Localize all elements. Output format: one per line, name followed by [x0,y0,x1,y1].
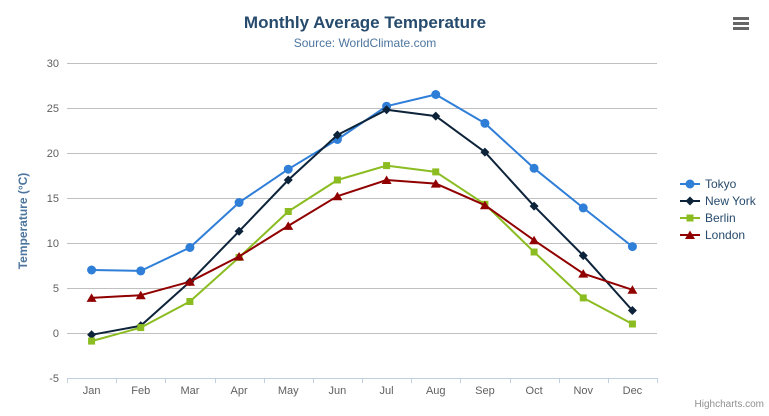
data-point-london-aug [430,179,441,188]
hamburger-icon [733,26,749,30]
data-point-tokyo-jan [87,265,97,275]
data-point-new-york-may [283,175,293,185]
x-axis-label-may: May [278,385,299,397]
london-legend-marker [680,230,700,239]
series-london[interactable] [86,175,638,302]
data-point-london-oct [529,235,540,245]
x-axis-label-jan: Jan [83,385,101,397]
legend-item-tokyo[interactable]: Tokyo [680,175,756,192]
y-axis-label-5: 5 [53,283,59,295]
data-point-berlin-oct [530,248,538,256]
data-point-berlin-nov [579,294,587,302]
y-axis-label-20: 20 [47,148,59,160]
tokyo-legend-marker [680,179,700,188]
series-line-tokyo [91,93,634,272]
x-axis-label-mar: Mar [180,385,199,397]
y-axis-label-30: 30 [47,58,59,70]
x-axis-label-jul: Jul [380,385,394,397]
data-point-new-york-jan [87,330,97,340]
y-gridlines [67,63,657,379]
series-line-london [91,179,633,299]
x-axis-label-oct: Oct [526,385,543,397]
data-point-london-dec [627,285,638,294]
data-point-tokyo-may [283,164,293,174]
data-point-berlin-may [284,208,292,215]
x-axis-label-nov: Nov [573,385,593,397]
data-point-london-sep [479,200,490,210]
data-point-berlin-jul [383,162,391,170]
x-axis-label-dec: Dec [623,385,643,397]
chart-title: Monthly Average Temperature [243,13,487,32]
new-york-legend-marker [680,196,700,205]
data-point-new-york-sep [480,147,490,157]
hamburger-icon [733,21,749,25]
legend-item-berlin[interactable]: Berlin [680,209,756,226]
data-point-new-york-apr [234,226,244,236]
x-axis-label-sep: Sep [475,385,495,397]
new-york-legend-marker-glyph [685,196,695,205]
data-point-new-york-nov [578,251,588,261]
data-point-new-york-aug [431,111,441,121]
y-axis-label-0: 0 [53,328,59,340]
y-axis-label-15: 15 [47,193,59,205]
data-point-new-york-dec [627,306,637,315]
data-point-london-jul [381,175,392,184]
x-axis-label-feb: Feb [131,385,150,397]
legend-label-london: London [705,227,746,242]
hamburger-icon [733,16,749,20]
legend-label-tokyo: Tokyo [705,176,737,191]
data-point-london-apr [234,252,245,261]
data-point-berlin-jun [333,176,341,184]
x-axis [67,378,658,383]
data-point-new-york-oct [529,201,539,211]
legend: Tokyo New York Berlin London [680,175,756,243]
x-axis-label-jun: Jun [329,385,347,397]
data-point-new-york-jun [332,130,342,140]
y-axis-title: Temperature (°C) [16,172,30,270]
x-axis-label-apr: Apr [231,385,248,397]
data-point-tokyo-feb [136,266,146,276]
y-axis-label-25: 25 [47,103,59,115]
data-point-london-feb [135,290,146,300]
y-axis-label--5: -5 [49,373,59,385]
data-point-tokyo-apr [234,198,244,207]
berlin-legend-marker-glyph [686,214,694,221]
data-point-tokyo-mar [185,243,195,252]
data-point-tokyo-nov [578,203,588,213]
berlin-legend-marker [680,214,700,221]
data-point-new-york-jul [382,105,392,115]
data-point-london-mar [184,277,195,286]
data-point-berlin-feb [137,324,145,332]
data-point-berlin-jan [88,337,96,345]
series-line-berlin [91,164,633,343]
legend-label-berlin: Berlin [705,210,736,225]
tokyo-legend-marker-glyph [685,179,695,188]
series-new-york[interactable] [87,105,637,340]
data-point-berlin-dec [628,320,636,328]
data-point-berlin-aug [432,168,440,176]
data-point-london-may [283,221,294,230]
x-axis-label-aug: Aug [426,385,446,397]
data-point-tokyo-aug [431,90,441,99]
chart-subtitle: Source: WorldClimate.com [293,36,437,50]
data-point-tokyo-oct [529,163,539,173]
legend-item-london[interactable]: London [680,226,756,243]
data-point-london-jan [86,293,97,302]
data-point-berlin-mar [186,298,194,305]
legend-label-new-york: New York [705,193,756,208]
credits-link[interactable]: Highcharts.com [694,399,764,410]
data-point-london-jun [332,191,343,201]
london-legend-marker-glyph [685,230,695,239]
legend-item-new-york[interactable]: New York [680,192,756,209]
data-point-tokyo-sep [480,118,490,128]
data-point-tokyo-dec [627,242,637,252]
series-tokyo[interactable] [87,90,637,276]
export-menu-button[interactable] [733,15,751,31]
y-axis-label-10: 10 [47,238,59,250]
series-line-new-york [91,108,634,336]
data-point-london-nov [578,269,589,278]
